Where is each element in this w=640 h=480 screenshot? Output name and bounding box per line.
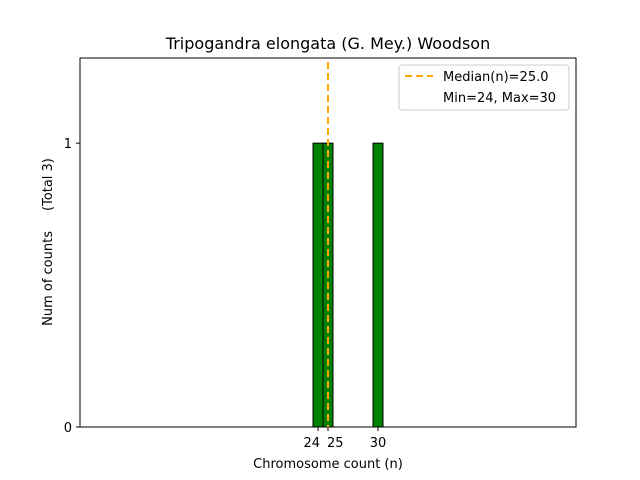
x-tick-label: 30 (370, 436, 387, 451)
bar-24 (312, 142, 324, 428)
y-tick-label: 1 (64, 137, 72, 152)
x-axis-label: Chromosome count (n) (253, 457, 403, 472)
x-tick-label: 24 (303, 436, 320, 451)
y-tick-label: 0 (64, 421, 72, 436)
legend: Median(n)=25.0 Min=24, Max=30 (398, 64, 570, 111)
x-tick-label: 25 (327, 436, 344, 451)
bar-30 (372, 142, 384, 428)
y-axis-label: Num of counts(Total 3) (41, 158, 56, 326)
legend-minmax-label: Min=24, Max=30 (443, 91, 556, 106)
chart-title: Tripogandra elongata (G. Mey.) Woodson (165, 34, 490, 53)
legend-median-label: Median(n)=25.0 (443, 70, 549, 85)
